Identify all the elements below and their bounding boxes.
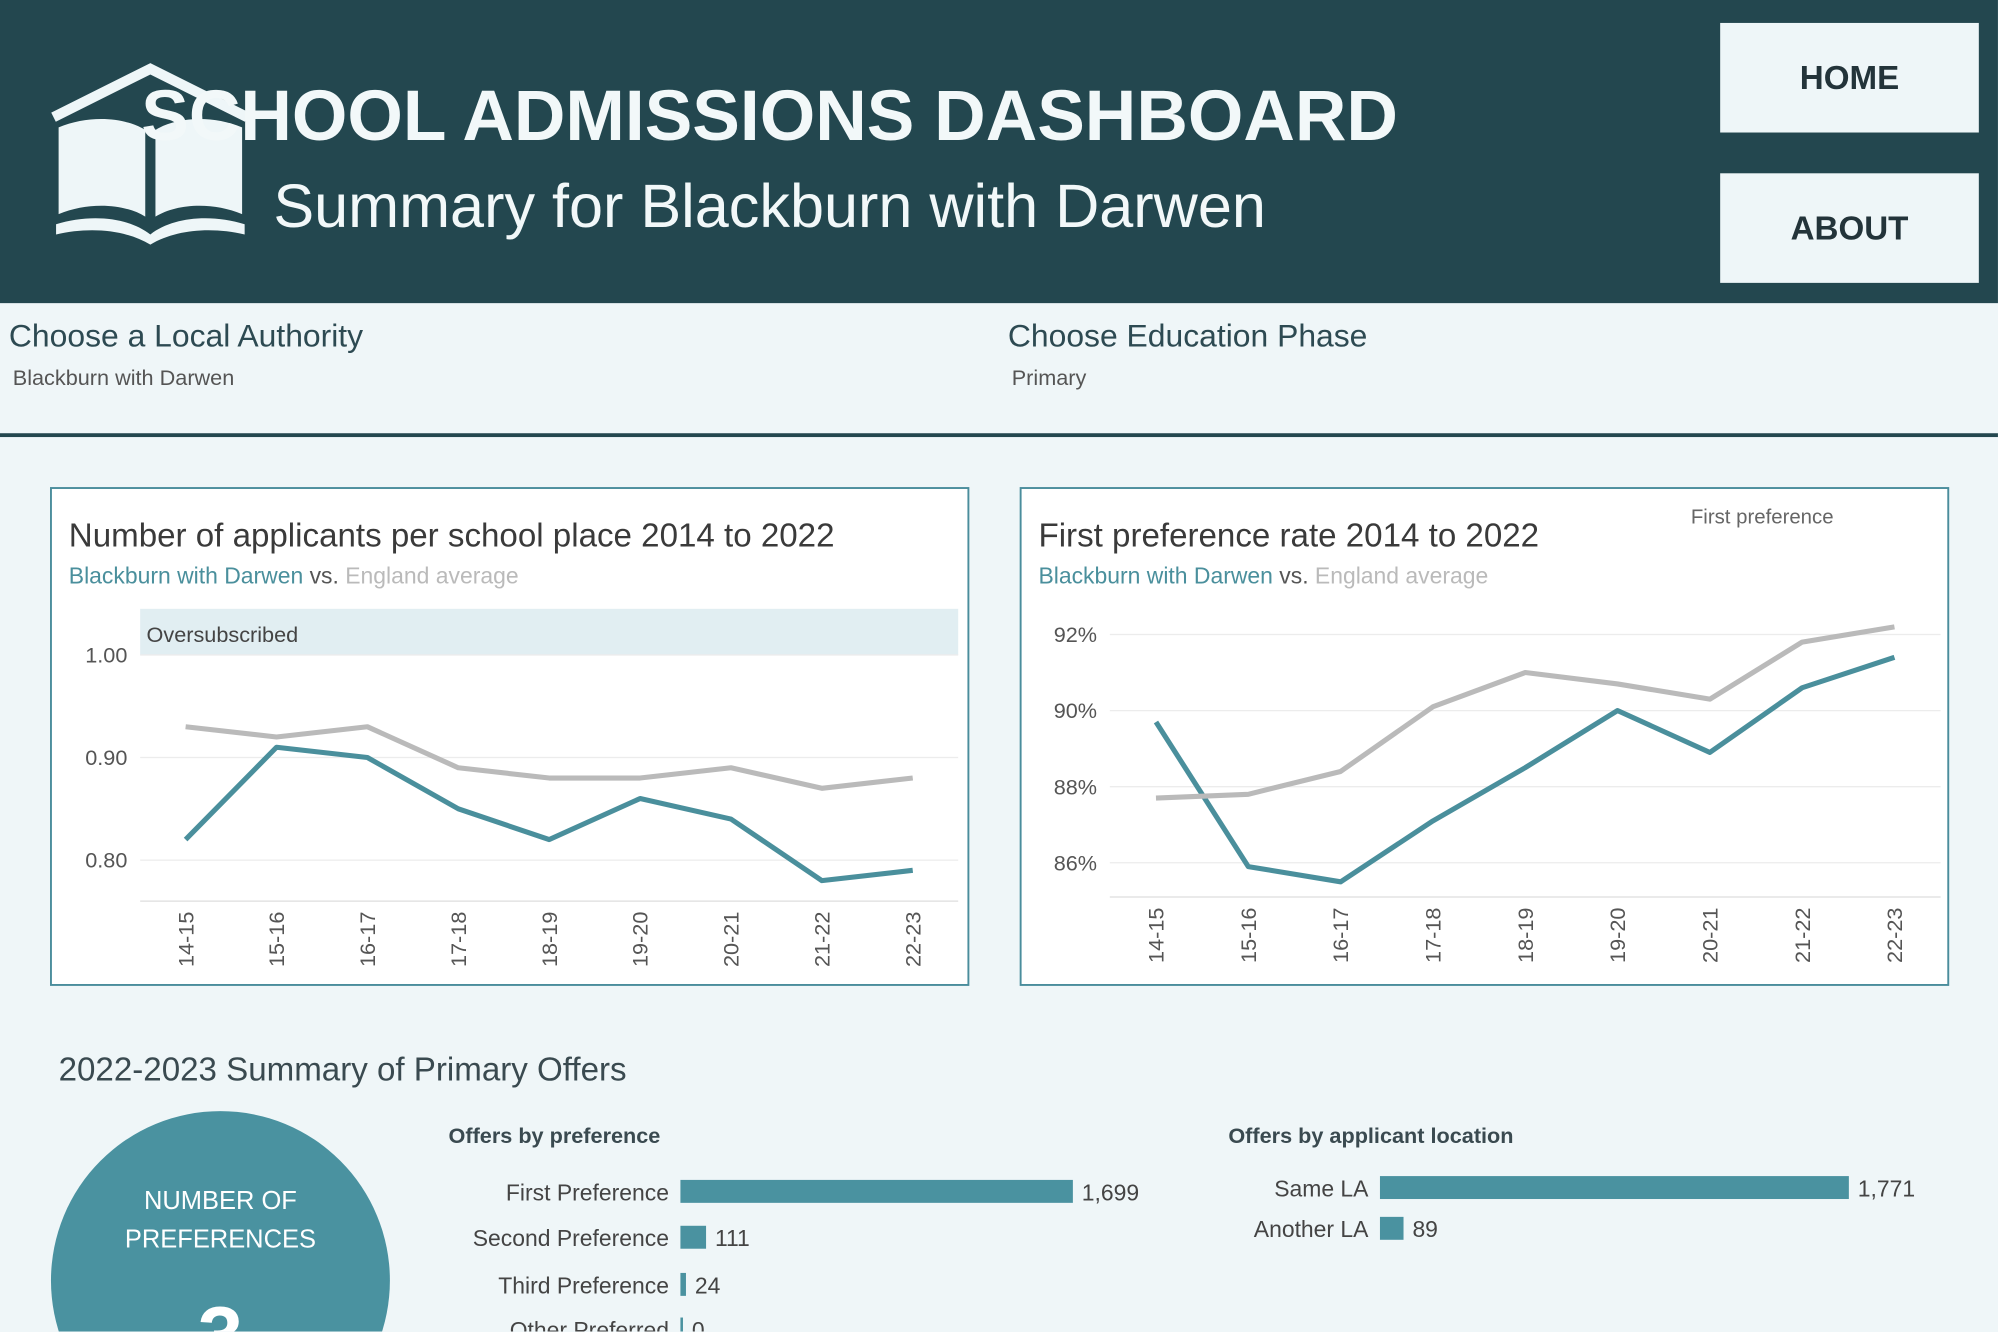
y-tick-label: First Preference	[506, 1179, 669, 1205]
about-button[interactable]: ABOUT	[1720, 173, 1979, 283]
bar	[1379, 1176, 1849, 1200]
legend-entry: England average	[345, 563, 518, 589]
kpi-label: PREFERENCES	[125, 1225, 316, 1253]
logo	[51, 63, 250, 245]
x-tick-label: 16-17	[1328, 908, 1353, 963]
x-tick-label: 17-18	[1421, 908, 1446, 963]
chart-title: First preference rate 2014 to 2022	[1038, 518, 1539, 555]
line-series	[1155, 624, 1895, 801]
legend-entry: Blackburn with Darwen	[1038, 563, 1272, 589]
annotation: First preference	[1691, 507, 1834, 529]
y-tick-label: Another LA	[1254, 1216, 1369, 1242]
kpi-value: 3	[198, 1290, 243, 1331]
legend-entry: Blackburn with Darwen	[69, 563, 303, 589]
x-tick-label: 18-19	[1513, 908, 1538, 963]
chart-panel	[50, 487, 970, 986]
data-label: 0	[692, 1317, 705, 1332]
chart-subtitle: Blackburn with Darwen vs. England average	[1038, 563, 1488, 589]
y-tick-label: Other Preferred	[510, 1317, 669, 1332]
dashboard-subtitle: Summary for Blackburn with Darwen	[273, 173, 1266, 241]
kpi-circle	[51, 1111, 390, 1332]
chart-panel	[1019, 487, 1950, 986]
y-tick-label: 1.00	[85, 643, 127, 668]
x-tick-label: 19-20	[628, 912, 653, 967]
filter-value[interactable]: Primary	[1011, 365, 1087, 390]
x-tick-label: 21-22	[810, 912, 835, 967]
x-tick-label: 15-16	[1236, 908, 1261, 963]
band	[140, 608, 959, 655]
kpi-label: NUMBER OF	[144, 1187, 297, 1215]
x-tick-label: 20-21	[719, 912, 744, 967]
y-tick-label: Second Preference	[473, 1225, 669, 1251]
bar	[680, 1272, 686, 1296]
line-series	[185, 724, 914, 791]
filter-value[interactable]: Blackburn with Darwen	[12, 365, 235, 390]
y-tick-label: 90%	[1054, 698, 1097, 723]
x-tick-label: 17-18	[446, 912, 471, 967]
data-label: 111	[715, 1225, 750, 1251]
chart-title: Offers by preference	[449, 1123, 661, 1148]
chart-subtitle: Blackburn with Darwen vs. England average	[69, 563, 519, 589]
x-tick-label: 19-20	[1605, 908, 1630, 963]
home-button[interactable]: HOME	[1720, 22, 1979, 133]
x-tick-label: 14-15	[1144, 908, 1169, 963]
x-tick-label: 14-15	[173, 912, 198, 967]
y-tick-label: 0.80	[85, 848, 127, 873]
y-tick-label: Same LA	[1274, 1175, 1369, 1201]
subtitle-joiner: vs.	[1279, 563, 1308, 589]
data-label: 1,699	[1082, 1179, 1139, 1205]
band-label: Oversubscribed	[147, 622, 299, 647]
subtitle-joiner: vs.	[310, 563, 339, 589]
x-tick-label: 15-16	[264, 912, 289, 967]
bar	[680, 1179, 1073, 1203]
data-label: 89	[1412, 1216, 1438, 1242]
header: SCHOOL ADMISSIONS DASHBOARD Summary for …	[0, 0, 1998, 304]
y-tick-label: 92%	[1054, 622, 1097, 647]
data-label: 1,771	[1858, 1175, 1915, 1201]
x-tick-label: 22-23	[900, 912, 925, 967]
dashboard-title: SCHOOL ADMISSIONS DASHBOARD	[141, 75, 1398, 156]
chart-title: Number of applicants per school place 20…	[69, 518, 835, 555]
y-tick-label: 86%	[1054, 850, 1097, 875]
data-label: 24	[695, 1272, 721, 1298]
bar	[1379, 1216, 1404, 1240]
legend-entry: England average	[1315, 563, 1488, 589]
y-tick-label: 0.90	[85, 745, 127, 770]
filter-label: Choose a Local Authority	[8, 318, 364, 355]
filter-label: Choose Education Phase	[1007, 318, 1368, 355]
y-tick-label: 88%	[1054, 774, 1097, 799]
x-tick-label: 18-19	[537, 912, 562, 967]
x-tick-label: 21-22	[1790, 908, 1815, 963]
bar	[680, 1225, 707, 1249]
x-tick-label: 20-21	[1697, 908, 1722, 963]
bar	[680, 1317, 683, 1332]
line-series	[183, 744, 914, 884]
x-tick-label: 16-17	[355, 912, 380, 967]
section-title: 2022-2023 Summary of Primary Offers	[59, 1052, 627, 1089]
x-tick-label: 22-23	[1882, 908, 1907, 963]
filter-bar: Choose a Local Authority Blackburn with …	[0, 303, 1998, 438]
y-tick-label: Third Preference	[498, 1272, 669, 1298]
chart-title: Offers by applicant location	[1228, 1123, 1513, 1148]
line-series	[1153, 654, 1896, 885]
